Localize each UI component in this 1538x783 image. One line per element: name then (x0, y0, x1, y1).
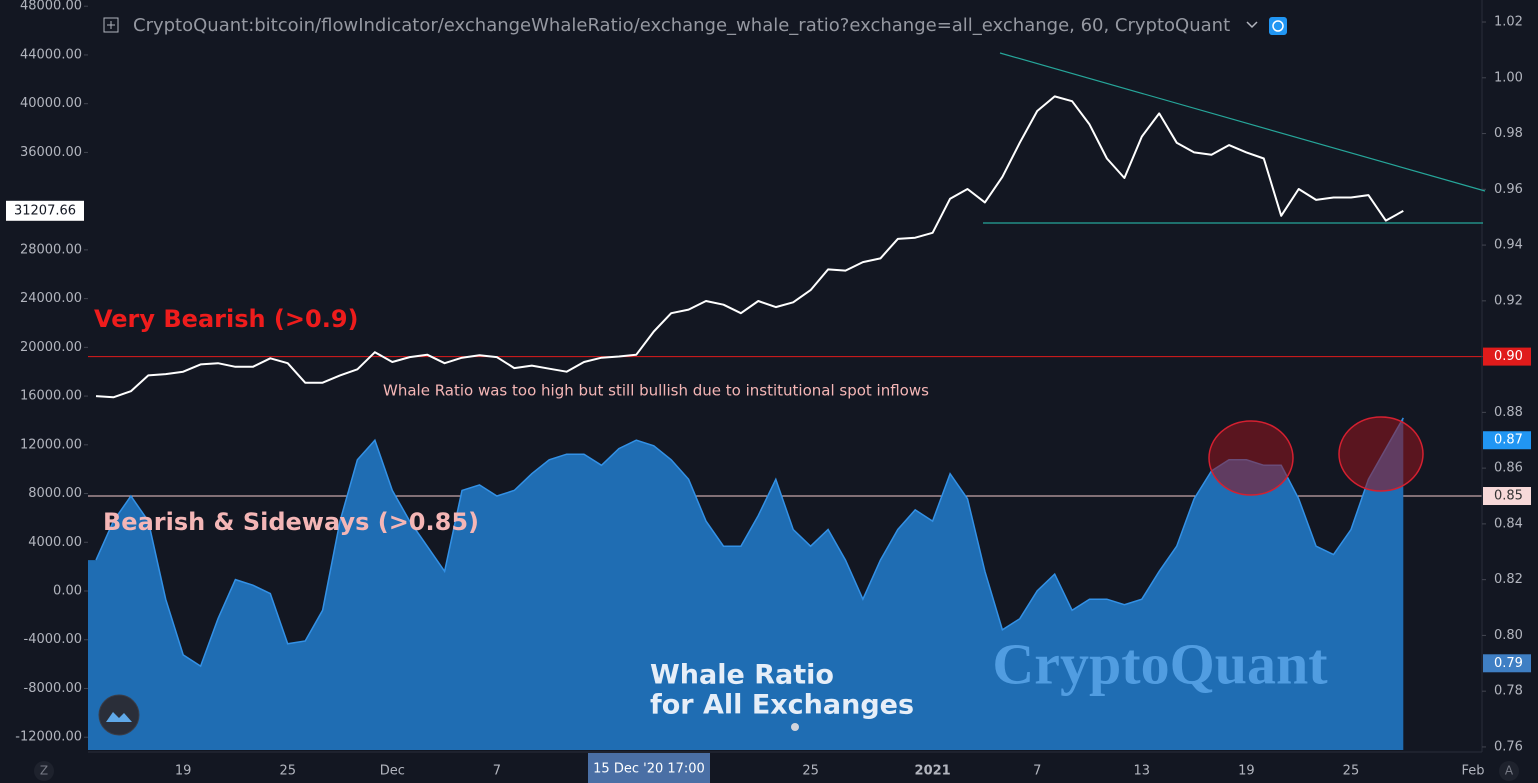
price-badge (6, 200, 84, 221)
dropdown-icon[interactable] (1246, 21, 1258, 29)
chart-title: CryptoQuant:bitcoin/flowIndicator/exchan… (133, 15, 1230, 36)
trend-line (999, 52, 1486, 192)
corner-label[interactable]: A (1505, 764, 1514, 778)
watermark: CryptoQuant (992, 631, 1328, 696)
cursor-label: 15 Dec '20 17:00 (593, 762, 705, 777)
sync-icon (1272, 20, 1284, 32)
x-tick-label: 19 (175, 764, 192, 779)
x-tick-label: 2021 (915, 764, 951, 779)
y2-tick-label: 0.94 (1494, 238, 1523, 253)
y2-tick-label: 0.98 (1494, 126, 1523, 141)
y-tick-label: 44000.00 (20, 47, 82, 62)
y2-tick-label: 0.82 (1494, 572, 1523, 587)
axis-badge-label: 0.79 (1494, 656, 1523, 671)
annotation: Bearish & Sideways (>0.85) (103, 508, 479, 536)
annotation: for All Exchanges (650, 690, 914, 721)
y-tick-label: 20000.00 (20, 340, 82, 355)
y-tick-label: 24000.00 (20, 291, 82, 306)
axis-badge-label: 0.87 (1494, 433, 1523, 448)
y-tick-label: 16000.00 (20, 389, 82, 404)
y2-tick-label: 0.86 (1494, 461, 1523, 476)
axis-badge (1483, 654, 1531, 673)
axis-badge (1483, 487, 1531, 506)
axis-badge-label: 0.85 (1494, 489, 1523, 504)
x-tick-label: 7 (493, 764, 501, 779)
y-tick-label: 8000.00 (28, 486, 82, 501)
x-tick-label: 7 (1033, 764, 1041, 779)
x-tick-label: 25 (1343, 764, 1360, 779)
highlight-ellipse (1208, 420, 1294, 496)
corner-button[interactable] (1499, 761, 1519, 781)
price-line (95, 95, 1404, 399)
cursor-box (588, 753, 710, 783)
y2-tick-label: 0.80 (1494, 628, 1523, 643)
y-tick-label: 4000.00 (28, 535, 82, 550)
sync-icon[interactable] (1269, 17, 1287, 35)
y-tick-label: 12000.00 (20, 437, 82, 452)
x-tick-label: Dec (380, 764, 405, 779)
axis-badge-label: 0.90 (1494, 349, 1523, 364)
y2-tick-label: 0.78 (1494, 684, 1523, 699)
x-tick-label: 25 (802, 764, 819, 779)
y-tick-label: 40000.00 (20, 96, 82, 111)
logo (98, 694, 140, 736)
annotation: Whale Ratio was too high but still bulli… (383, 382, 929, 400)
area-line (95, 417, 1404, 668)
y2-tick-label: 1.00 (1494, 70, 1523, 85)
y2-tick-label: 1.02 (1494, 15, 1523, 30)
corner-label[interactable]: Z (40, 764, 48, 778)
y-tick-label: 0.00 (53, 584, 82, 599)
y2-tick-label: 0.92 (1494, 293, 1523, 308)
x-tick-label: 13 (1134, 764, 1151, 779)
logo (106, 712, 132, 722)
y-tick-label: 28000.00 (20, 242, 82, 257)
cursor-dot (791, 723, 799, 731)
x-tick-label: Feb (1461, 764, 1484, 779)
annotation: Whale Ratio (650, 660, 834, 691)
y2-tick-label: 0.96 (1494, 182, 1523, 197)
plot-area (88, 95, 1482, 750)
axis-badge (1483, 347, 1531, 366)
annotation: Very Bearish (>0.9) (94, 305, 359, 333)
y-tick-label: -8000.00 (24, 681, 82, 696)
highlight-ellipse (1338, 416, 1424, 492)
expand-icon[interactable] (103, 17, 119, 33)
y-tick-label: 36000.00 (20, 145, 82, 160)
area-fill (88, 417, 1404, 750)
price-badge-label: 31207.66 (14, 203, 76, 218)
y2-tick-label: 0.84 (1494, 516, 1523, 531)
y-tick-label: 48000.00 (20, 0, 82, 14)
y2-tick-label: 0.76 (1494, 739, 1523, 754)
axis-badge (1483, 431, 1531, 450)
y-tick-label: -12000.00 (15, 730, 82, 745)
y-tick-label: -4000.00 (24, 632, 82, 647)
y2-tick-label: 0.88 (1494, 405, 1523, 420)
x-tick-label: 25 (279, 764, 296, 779)
x-tick-label: 19 (1238, 764, 1255, 779)
corner-button[interactable] (34, 761, 54, 781)
